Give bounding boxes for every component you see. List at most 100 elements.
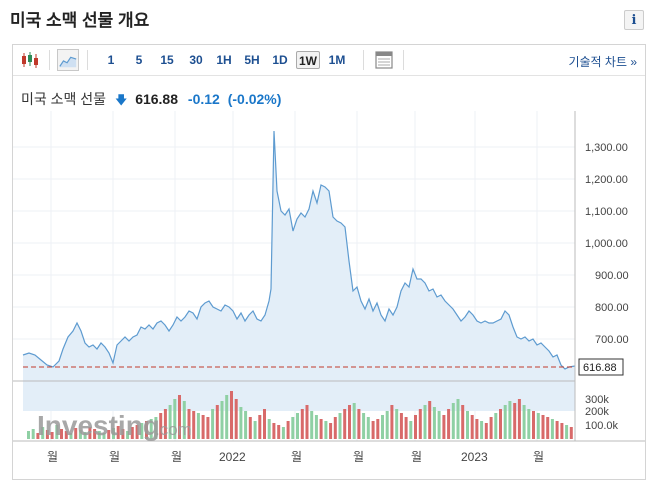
volume-bar xyxy=(517,399,521,439)
volume-bar xyxy=(527,409,531,439)
volume-bar xyxy=(296,413,299,439)
time-label: 월 xyxy=(291,450,302,464)
volume-bar xyxy=(135,425,139,439)
volume-bar xyxy=(45,430,49,439)
volume-bar xyxy=(258,415,262,439)
toolbar-separator xyxy=(49,50,50,70)
volume-bar xyxy=(532,411,535,439)
time-label: 월 xyxy=(47,450,58,464)
instrument-name: 미국 소맥 선물 xyxy=(21,91,107,107)
volume-bar xyxy=(499,409,502,439)
volume-bar xyxy=(149,419,153,439)
period-15[interactable]: 15 xyxy=(160,53,174,67)
volume-bar xyxy=(503,405,507,439)
time-label: 월 xyxy=(411,450,422,464)
volume-bar xyxy=(310,411,314,439)
watermark-suffix: .com xyxy=(155,420,192,439)
period-1w[interactable]: 1W xyxy=(296,51,320,69)
volume-bar xyxy=(536,413,540,439)
calendar-table-icon[interactable] xyxy=(373,49,395,71)
volume-bar xyxy=(366,417,370,439)
volume-bar xyxy=(215,405,219,439)
period-1m[interactable]: 1M xyxy=(328,53,346,67)
price-tick: 1,100.00 xyxy=(585,206,628,218)
volume-bar xyxy=(272,423,276,439)
volume-bar xyxy=(541,415,545,439)
period-1h[interactable]: 1H xyxy=(216,53,232,67)
volume-bar xyxy=(565,425,569,439)
volume-bar xyxy=(522,405,526,439)
volume-bar xyxy=(442,415,446,439)
volume-bar xyxy=(36,433,40,439)
investing-watermark: Investing .com xyxy=(37,410,192,441)
quote-line: 미국 소맥 선물 🡇 616.88 -0.12 (-0.02%) xyxy=(21,89,281,112)
volume-bar xyxy=(399,413,403,439)
volume-bar xyxy=(239,407,243,439)
toolbar-separator xyxy=(363,50,364,70)
period-30[interactable]: 30 xyxy=(189,53,203,67)
price-tick: 1,000.00 xyxy=(585,238,628,250)
time-label: 월 xyxy=(171,450,182,464)
volume-bar xyxy=(126,431,130,439)
volume-bar xyxy=(50,432,54,439)
volume-bar xyxy=(263,409,266,439)
volume-bar xyxy=(404,417,408,439)
price-tick: 1,300.00 xyxy=(585,142,628,154)
area-chart-icon[interactable] xyxy=(57,49,79,71)
volume-bar xyxy=(41,427,45,439)
volume-bar xyxy=(451,403,455,439)
info-button[interactable]: i xyxy=(624,10,644,30)
volume-bar xyxy=(281,427,285,439)
volume-bar xyxy=(248,417,252,439)
volume-bar xyxy=(93,429,97,439)
volume-bar xyxy=(324,421,328,439)
volume-bar xyxy=(74,428,78,439)
volume-bar xyxy=(145,421,148,439)
period-1d[interactable]: 1D xyxy=(272,53,288,67)
volume-bar xyxy=(196,413,200,439)
time-label: 월 xyxy=(109,450,120,464)
volume-bar xyxy=(97,431,101,439)
toolbar-separator xyxy=(403,50,404,70)
volume-bar xyxy=(102,433,106,439)
volume-bar xyxy=(69,433,73,439)
volume-bar xyxy=(470,415,474,439)
volume-bar xyxy=(432,407,436,439)
time-label: 2023 xyxy=(461,450,488,464)
volume-bar xyxy=(385,411,389,439)
volume-bar xyxy=(428,401,432,439)
volume-bar xyxy=(286,421,290,439)
current-price-badge xyxy=(578,358,624,376)
volume-bar xyxy=(475,419,479,439)
volume-bar xyxy=(112,428,115,439)
volume-axis: 300k 200k 100.0k xyxy=(585,394,619,432)
volume-bar xyxy=(348,405,351,439)
technical-chart-link[interactable]: 기술적 차트 » xyxy=(568,55,637,69)
price-chart[interactable]: 1,300.00 1,200.00 1,100.00 1,000.00 900.… xyxy=(13,111,645,479)
volume-bar xyxy=(173,399,177,439)
volume-bar xyxy=(390,405,394,439)
volume-bar xyxy=(329,423,333,439)
page-title: 미국 소맥 선물 개요 xyxy=(10,11,150,30)
volume-bar xyxy=(489,417,493,439)
volume-bar xyxy=(343,409,347,439)
period-5h[interactable]: 5H xyxy=(244,53,260,67)
price-change: -0.12 xyxy=(187,91,220,107)
candlestick-icon[interactable] xyxy=(19,49,41,71)
volume-bar xyxy=(140,423,144,439)
volume-bar xyxy=(116,426,120,439)
volume-bar xyxy=(234,399,238,439)
volume-bar xyxy=(192,411,196,439)
volume-bar xyxy=(83,432,87,439)
volume-bar xyxy=(456,399,460,439)
period-1[interactable]: 1 xyxy=(107,53,115,67)
volume-bar xyxy=(291,417,295,439)
period-5[interactable]: 5 xyxy=(135,53,143,67)
price-line xyxy=(22,130,576,370)
volume-bar xyxy=(107,430,111,439)
volume-bar xyxy=(220,401,224,439)
volume-bar xyxy=(418,409,422,439)
volume-bar xyxy=(550,419,554,439)
time-label: 월 xyxy=(533,450,544,464)
toolbar-separator xyxy=(87,50,88,70)
